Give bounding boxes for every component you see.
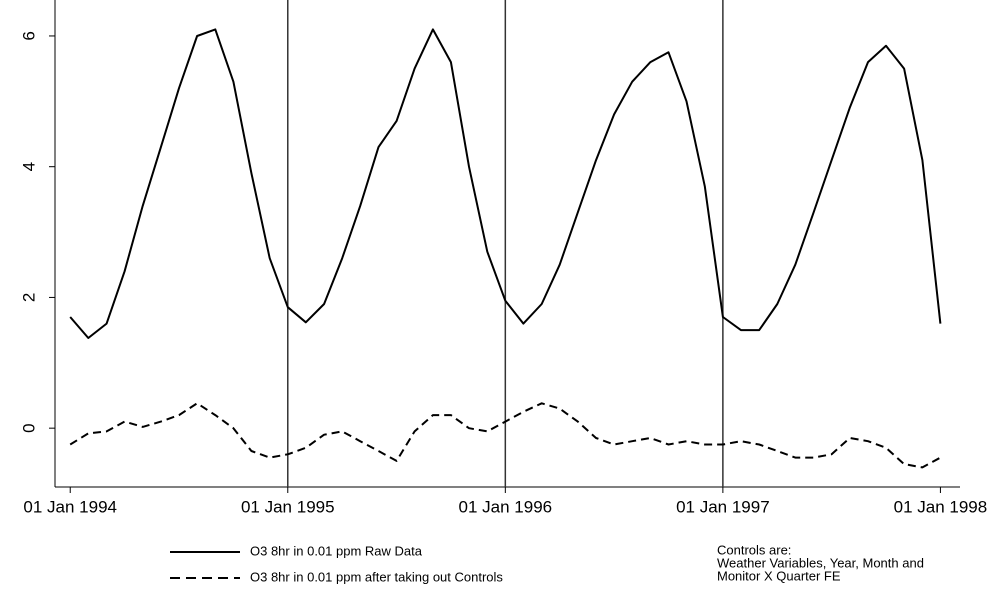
y-tick-label: 0: [19, 423, 38, 432]
note: Monitor X Quarter FE: [717, 568, 841, 583]
note: Weather Variables, Year, Month and: [717, 555, 924, 570]
x-tick-label: 01 Jan 1995: [241, 497, 335, 516]
y-tick-label: 6: [19, 31, 38, 40]
legend-label: O3 8hr in 0.01 ppm Raw Data: [250, 543, 423, 558]
x-tick-label: 01 Jan 1994: [23, 497, 117, 516]
x-tick-label: 01 Jan 1998: [894, 497, 988, 516]
x-tick-label: 01 Jan 1996: [459, 497, 553, 516]
series-line: [69, 28, 942, 339]
series-line: [69, 402, 941, 469]
y-tick-label: 4: [19, 162, 38, 171]
note: Controls are:: [717, 542, 791, 557]
x-tick-label: 01 Jan 1997: [676, 497, 770, 516]
legend-label: O3 8hr in 0.01 ppm after taking out Cont…: [250, 569, 503, 584]
y-tick-label: 2: [19, 293, 38, 302]
